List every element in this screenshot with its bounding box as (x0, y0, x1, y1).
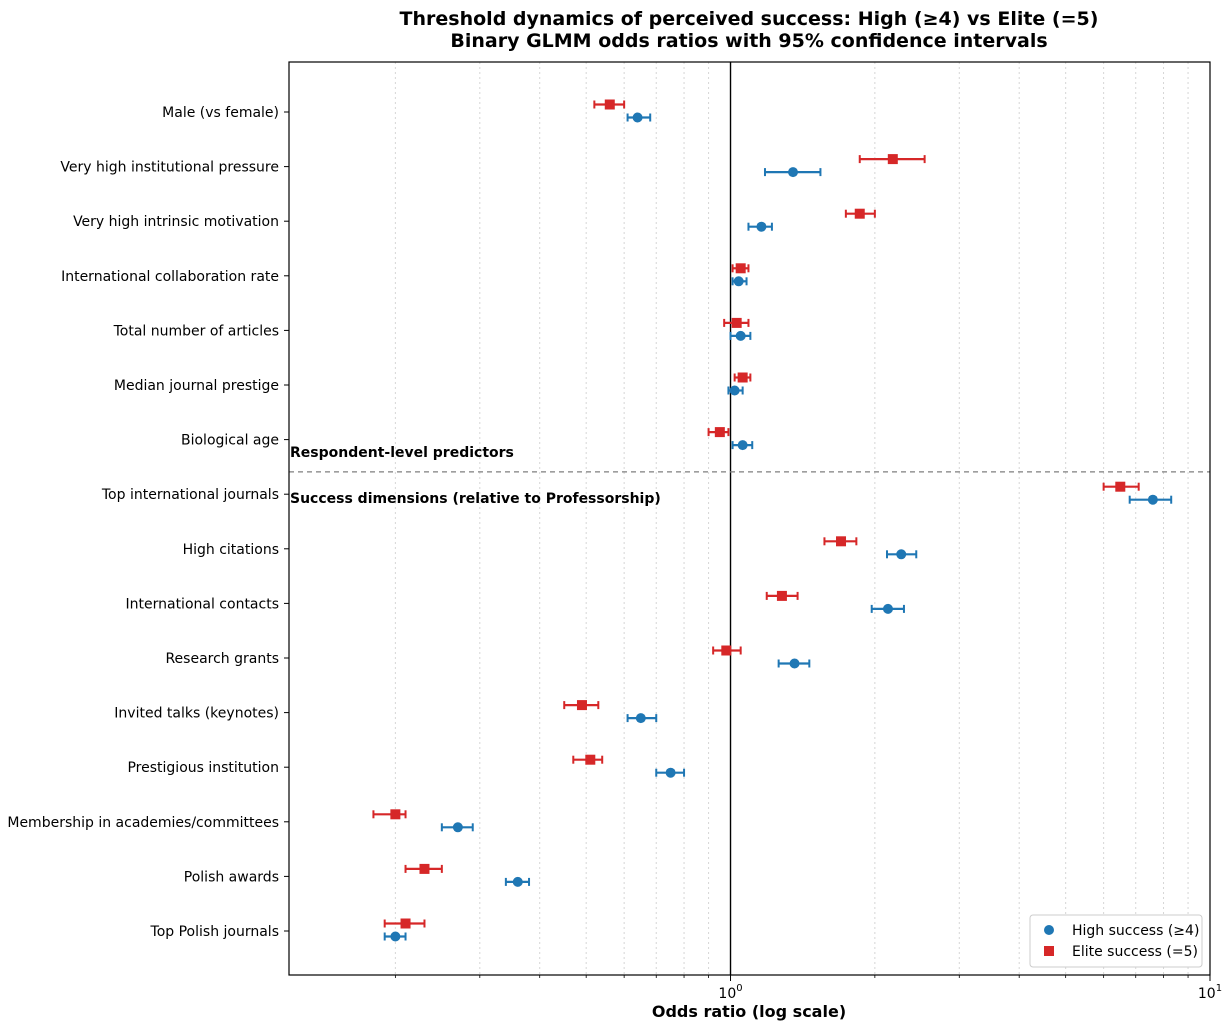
x-tick-label: 101 (1198, 983, 1222, 1002)
y-tick-label: Polish awards (184, 869, 279, 885)
y-tick-label: Research grants (165, 651, 279, 667)
point-marker (731, 317, 742, 328)
legend-label: High success (≥4) (1072, 923, 1199, 939)
plot-frame (288, 61, 1211, 976)
y-tick-label: Total number of articles (113, 323, 279, 339)
legend-marker (1044, 946, 1054, 956)
plot-area: Respondent-level predictors Success dimen… (7, 61, 1222, 1002)
point-marker (735, 263, 746, 274)
section-label: Success dimensions (relative to Professo… (290, 491, 661, 507)
y-tick-label: Very high institutional pressure (60, 160, 279, 176)
point-marker (452, 822, 463, 833)
y-tick-label: Membership in academies/committees (7, 815, 279, 831)
point-marker (1115, 481, 1126, 492)
y-tick-label: Biological age (181, 433, 279, 449)
legend-box (1029, 914, 1203, 968)
y-tick-label: High citations (183, 542, 279, 558)
y-tick-label: Top Polish journals (150, 924, 279, 940)
y-tick-label: Invited talks (keynotes) (114, 706, 279, 722)
series-high-success (383, 112, 1173, 942)
point-marker (419, 863, 430, 874)
chart-title: Threshold dynamics of perceived success:… (400, 8, 1099, 30)
y-tick-label: International collaboration rate (61, 269, 279, 285)
point-marker (1147, 494, 1158, 505)
point-marker (882, 603, 893, 614)
point-marker (854, 208, 865, 219)
point-marker (632, 112, 643, 123)
y-tick-label: Median journal prestige (114, 378, 279, 394)
point-marker (585, 754, 596, 765)
point-marker (756, 221, 767, 232)
legend: High success (≥4) Elite success (=5) (1029, 914, 1203, 968)
point-marker (737, 372, 748, 383)
point-marker (789, 658, 800, 669)
point-marker (400, 918, 411, 929)
x-axis-label: Odds ratio (log scale) (652, 1002, 846, 1021)
point-marker (576, 700, 587, 711)
point-marker (604, 99, 615, 110)
point-marker (729, 385, 740, 396)
point-marker (836, 536, 847, 547)
point-marker (390, 809, 401, 820)
point-marker (735, 330, 746, 341)
legend-marker (1044, 925, 1054, 935)
point-marker (887, 154, 898, 165)
section-label: Respondent-level predictors (290, 445, 514, 461)
y-tick-label: Prestigious institution (127, 760, 279, 776)
point-marker (721, 645, 732, 656)
y-tick-label: Male (vs female) (162, 105, 279, 121)
point-marker (635, 713, 646, 724)
y-tick-label: Very high intrinsic motivation (73, 214, 279, 230)
point-marker (714, 427, 725, 438)
chart-subtitle: Binary GLMM odds ratios with 95% confide… (450, 30, 1047, 52)
y-tick-label: International contacts (126, 596, 280, 612)
point-marker (512, 876, 523, 887)
x-tick-label: 100 (718, 983, 742, 1002)
point-marker (896, 549, 907, 560)
point-marker (390, 931, 401, 942)
point-marker (788, 167, 799, 178)
y-tick-label: Top international journals (101, 487, 279, 503)
legend-label: Elite success (=5) (1072, 944, 1198, 960)
point-marker (737, 440, 748, 451)
point-marker (776, 590, 787, 601)
point-marker (665, 767, 676, 778)
point-marker (733, 276, 744, 287)
series-elite-success (372, 99, 1140, 929)
